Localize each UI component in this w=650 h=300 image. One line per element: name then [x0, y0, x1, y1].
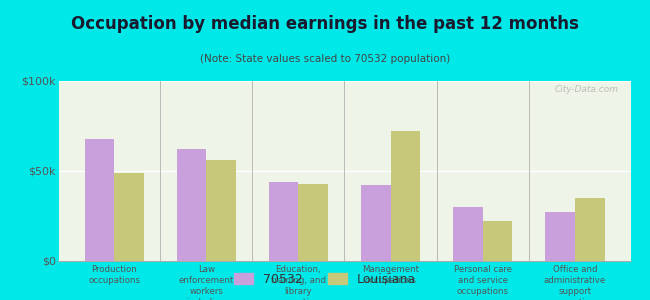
Bar: [177, 149, 206, 261]
Bar: [206, 160, 236, 261]
Bar: [391, 131, 420, 261]
Text: (Note: State values scaled to 70532 population): (Note: State values scaled to 70532 popu…: [200, 54, 450, 64]
Bar: [545, 212, 575, 261]
Bar: [114, 173, 144, 261]
Bar: [361, 185, 391, 261]
Bar: [575, 198, 604, 261]
Legend: 70532, Louisiana: 70532, Louisiana: [229, 268, 421, 291]
Bar: [84, 139, 114, 261]
Bar: [483, 221, 512, 261]
Text: City-Data.com: City-Data.com: [555, 85, 619, 94]
Bar: [453, 207, 483, 261]
Bar: [298, 184, 328, 261]
Text: Occupation by median earnings in the past 12 months: Occupation by median earnings in the pas…: [71, 15, 579, 33]
Bar: [269, 182, 298, 261]
